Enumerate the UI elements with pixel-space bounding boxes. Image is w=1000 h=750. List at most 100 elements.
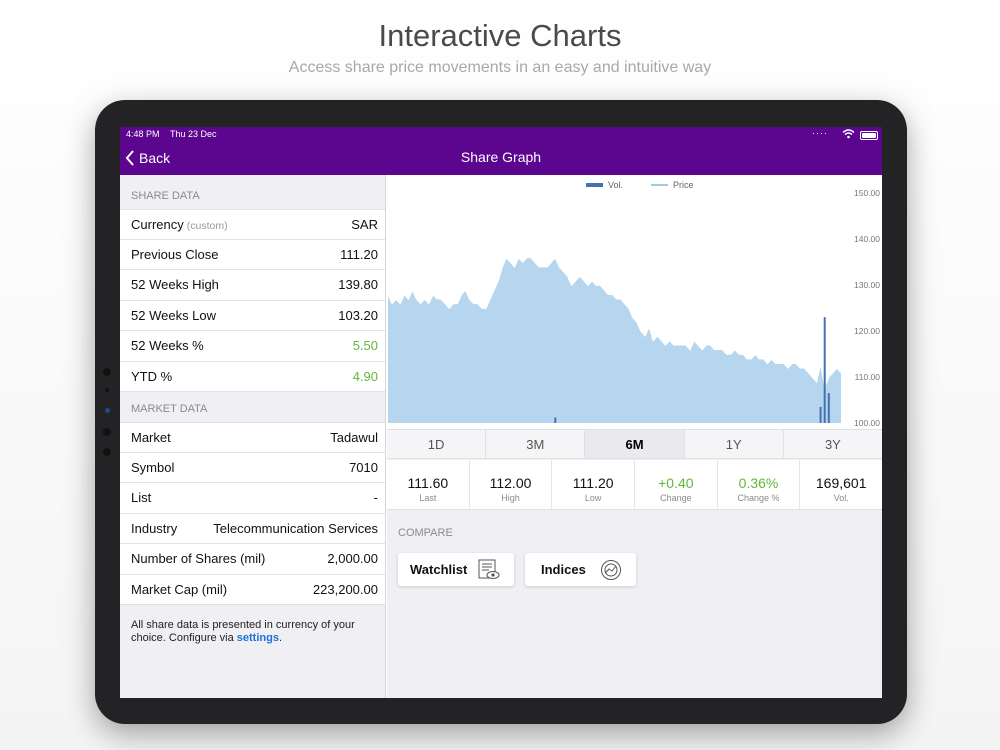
table-row: YTD % 4.90 xyxy=(120,361,385,392)
wifi-icon xyxy=(842,129,855,139)
row-label: Market Cap (mil) xyxy=(131,582,227,597)
row-label-text: Previous Close xyxy=(131,246,219,262)
back-button[interactable]: Back xyxy=(125,147,170,169)
table-row: 52 Weeks Low 103.20 xyxy=(120,300,385,331)
row-value: - xyxy=(373,490,378,506)
row-value: 223,200.00 xyxy=(312,581,378,597)
stat-value: 112.00 xyxy=(489,475,532,491)
row-label: List xyxy=(131,490,151,505)
watchlist-button[interactable]: Watchlist xyxy=(398,553,514,586)
y-tick-label: 100.00 xyxy=(854,418,880,428)
price-line xyxy=(387,256,842,389)
status-date: Thu 23 Dec xyxy=(170,129,217,139)
stat-value: 169,601 xyxy=(815,475,867,491)
quote-stats: 111.60 Last 112.00 High 111.20 Low +0.40 Change… xyxy=(387,460,882,510)
table-row: Currency (custom) SAR xyxy=(120,209,385,240)
volume-bar xyxy=(819,406,822,423)
row-value: Telecommunication Services xyxy=(213,520,378,536)
promo-title: Interactive Charts xyxy=(378,18,622,53)
stat-high: 112.00 High xyxy=(470,460,553,509)
side-button xyxy=(105,408,110,413)
stat-change: +0.40 Change xyxy=(635,460,718,509)
price-area xyxy=(388,257,841,423)
row-value: 7010 xyxy=(349,459,378,475)
stat-value: 111.20 xyxy=(572,475,614,491)
legend-item-volume: Vol. xyxy=(586,180,623,190)
y-tick-label: 130.00 xyxy=(854,280,880,290)
row-value: 139.80 xyxy=(338,277,378,293)
row-label: Currency (custom) xyxy=(131,217,228,232)
table-row: Industry Telecommunication Services xyxy=(120,513,385,544)
row-value: 103.20 xyxy=(338,307,378,323)
volume-bar xyxy=(823,317,826,423)
row-note: (custom) xyxy=(186,219,228,232)
row-value: Tadawul xyxy=(330,429,378,445)
row-label: Market xyxy=(131,430,171,445)
row-label: 52 Weeks % xyxy=(131,338,204,353)
y-tick-label: 140.00 xyxy=(854,234,880,244)
volume-bar xyxy=(827,393,830,423)
status-time: 4:48 PM xyxy=(126,129,160,139)
side-button xyxy=(105,388,109,392)
tab-range-1d[interactable]: 1D xyxy=(387,430,487,458)
tab-range-6m[interactable]: 6M xyxy=(585,430,685,458)
chevron-left-icon xyxy=(125,150,134,166)
stat-label: Low xyxy=(584,493,602,503)
market-data-list: Market Tadawul Symbol 7010 List - Industry Tele… xyxy=(120,422,385,605)
price-chart[interactable]: Vol. Price 150.00 140.00 130.00 120.00 110.0… xyxy=(387,175,882,429)
table-row: 52 Weeks High 139.80 xyxy=(120,270,385,301)
stat-value: 0.36% xyxy=(738,475,779,491)
chart-panel: Vol. Price 150.00 140.00 130.00 120.00 110.0… xyxy=(387,175,882,698)
row-label-text: Symbol xyxy=(131,459,175,475)
stat-value: +0.40 xyxy=(658,475,694,491)
row-label-text: 52 Weeks % xyxy=(131,338,204,354)
stat-last: 111.60 Last xyxy=(387,460,470,509)
row-label-text: Number of Shares (mil) xyxy=(131,551,266,567)
stat-label: Last xyxy=(419,493,437,503)
row-label-text: Industry xyxy=(131,520,178,536)
data-panel: SHARE DATA Currency (custom) SAR Previous C… xyxy=(120,175,386,698)
watchlist-label: Watchlist xyxy=(410,562,468,577)
table-row: Previous Close 111.20 xyxy=(120,239,385,270)
stat-label: Change % xyxy=(737,493,780,503)
row-label-text: Currency xyxy=(131,216,184,232)
stat-label: Change xyxy=(660,493,692,503)
side-button xyxy=(103,428,111,436)
tab-range-3y[interactable]: 3Y xyxy=(824,437,841,452)
row-label-text: 52 Weeks High xyxy=(131,277,219,293)
row-value: 111.20 xyxy=(340,246,378,262)
footnote-end: . xyxy=(278,632,283,644)
row-label: 52 Weeks High xyxy=(131,277,219,292)
share-data-list: Currency (custom) SAR Previous Close 111.20 5… xyxy=(120,209,385,392)
chart-plot: 150.00 140.00 130.00 120.00 110.00 100.00 xyxy=(387,188,881,428)
stat-label: High xyxy=(501,493,520,503)
legend-item-price: Price xyxy=(651,180,694,190)
row-label-text: Market Cap (mil) xyxy=(131,581,228,597)
stat-change: 0.36% Change % xyxy=(718,460,801,509)
tab-range-1y[interactable]: 1Y xyxy=(685,430,784,458)
row-label: YTD % xyxy=(131,369,172,384)
tab-range-3m[interactable]: 3M xyxy=(486,430,586,458)
legend-swatch-price xyxy=(651,184,668,186)
settings-link[interactable]: settings xyxy=(236,632,279,644)
row-label-text: 52 Weeks Low xyxy=(131,307,217,323)
table-row: Number of Shares (mil) 2,000.00 xyxy=(120,544,385,575)
stat-value: 111.60 xyxy=(407,475,449,491)
table-row: Market Tadawul xyxy=(120,422,385,453)
share-data-header: SHARE DATA xyxy=(131,190,200,202)
stat-vol: 169,601 Vol. xyxy=(800,460,882,509)
table-row: 52 Weeks % 5.50 xyxy=(120,331,385,362)
row-label: Symbol xyxy=(131,460,174,475)
footnote-text: All share data is presented in currency … xyxy=(131,619,355,644)
y-tick-label: 150.00 xyxy=(854,188,880,198)
row-label-text: Market xyxy=(131,429,171,445)
row-value: 2,000.00 xyxy=(327,551,378,567)
row-label: 52 Weeks Low xyxy=(131,308,216,323)
chart-disc-icon xyxy=(601,560,621,580)
table-row: Symbol 7010 xyxy=(120,452,385,483)
y-tick-label: 110.00 xyxy=(855,372,881,382)
indices-button[interactable]: Indices xyxy=(525,553,636,586)
currency-footnote: All share data is presented in currency … xyxy=(120,605,385,659)
row-value: 4.90 xyxy=(352,368,378,384)
watchlist-eye-icon xyxy=(478,559,500,579)
